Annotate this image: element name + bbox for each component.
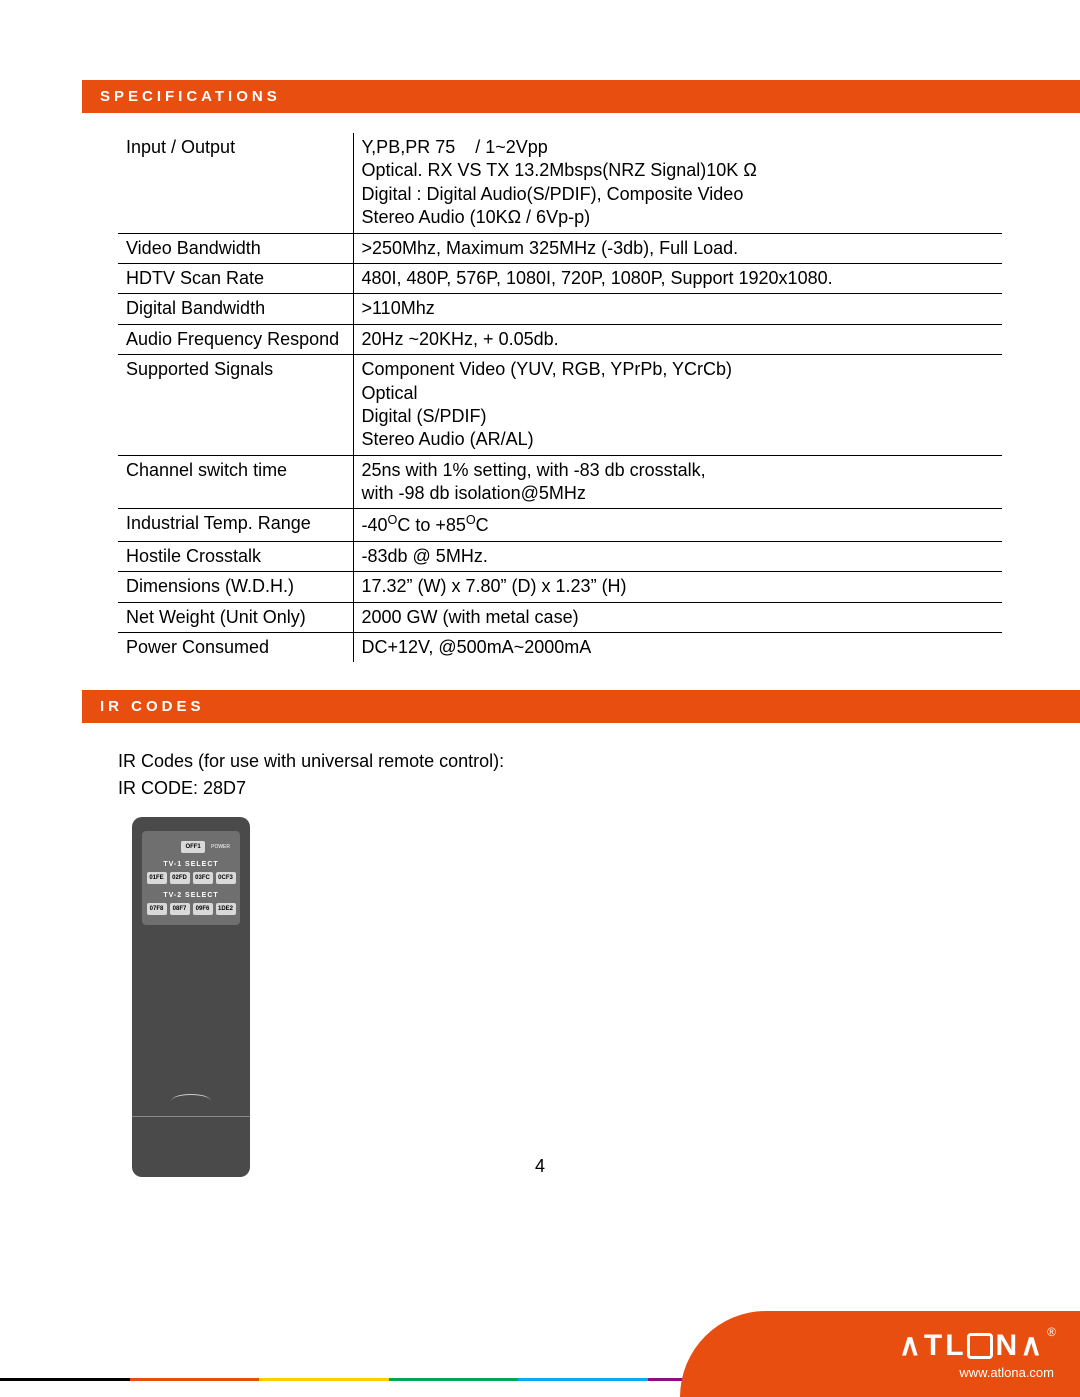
table-row: Net Weight (Unit Only)2000 GW (with meta… — [118, 602, 1002, 632]
remote-key: 0CF3 — [216, 872, 236, 884]
remote-key-off: OFF1 — [181, 841, 205, 853]
footer-brand-badge: ∧TL N∧ ® www.atlona.com — [680, 1311, 1080, 1397]
footer-color-segment — [0, 1378, 130, 1381]
remote-tv2-label: TV-2 SELECT — [146, 892, 236, 899]
spec-label: HDTV Scan Rate — [118, 263, 353, 293]
table-row: Supported SignalsComponent Video (YUV, R… — [118, 355, 1002, 456]
table-row: Digital Bandwidth>110Mhz — [118, 294, 1002, 324]
spec-label: Input / Output — [118, 133, 353, 233]
spec-value: 17.32” (W) x 7.80” (D) x 1.23” (H) — [353, 572, 1002, 602]
remote-tv1-label: TV-1 SELECT — [146, 861, 236, 868]
table-row: Video Bandwidth>250Mhz, Maximum 325MHz (… — [118, 233, 1002, 263]
footer-color-segment — [130, 1378, 260, 1381]
spec-value: >110Mhz — [353, 294, 1002, 324]
spec-label: Channel switch time — [118, 455, 353, 509]
spec-label: Digital Bandwidth — [118, 294, 353, 324]
remote-power-label: POWER — [211, 844, 230, 850]
table-row: Hostile Crosstalk-83db @ 5MHz. — [118, 541, 1002, 571]
spec-label: Industrial Temp. Range — [118, 509, 353, 541]
spec-label: Net Weight (Unit Only) — [118, 602, 353, 632]
spec-value: 2000 GW (with metal case) — [353, 602, 1002, 632]
spec-value: 480I, 480P, 576P, 1080I, 720P, 1080P, Su… — [353, 263, 1002, 293]
spec-value: -40OC to +85OC — [353, 509, 1002, 541]
section-header-ir-codes: IR CODES — [82, 690, 1080, 723]
table-row: Industrial Temp. Range-40OC to +85OC — [118, 509, 1002, 541]
spec-value: 20Hz ~20KHz, + 0.05db. — [353, 324, 1002, 354]
table-row: Input / OutputY,PB,PR 75 / 1~2VppOptical… — [118, 133, 1002, 233]
remote-key: 01FE — [147, 872, 167, 884]
table-row: Power ConsumedDC+12V, @500mA~2000mA — [118, 633, 1002, 663]
remote-key: 07F8 — [147, 903, 167, 915]
table-row: Audio Frequency Respond20Hz ~20KHz, + 0.… — [118, 324, 1002, 354]
spec-value: Y,PB,PR 75 / 1~2VppOptical. RX VS TX 13.… — [353, 133, 1002, 233]
remote-logo-icon — [171, 1094, 211, 1108]
remote-image: OFF1 POWER TV-1 SELECT 01FE02FD03FC0CF3 … — [132, 817, 250, 1177]
spec-value: Component Video (YUV, RGB, YPrPb, YCrCb)… — [353, 355, 1002, 456]
spec-label: Video Bandwidth — [118, 233, 353, 263]
remote-key: 08F7 — [170, 903, 190, 915]
spec-value: -83db @ 5MHz. — [353, 541, 1002, 571]
table-row: Channel switch time25ns with 1% setting,… — [118, 455, 1002, 509]
spec-value: >250Mhz, Maximum 325MHz (-3db), Full Loa… — [353, 233, 1002, 263]
table-row: Dimensions (W.D.H.)17.32” (W) x 7.80” (D… — [118, 572, 1002, 602]
spec-label: Audio Frequency Respond — [118, 324, 353, 354]
ir-code-text: IR CODE: 28D7 — [118, 778, 1002, 799]
page-footer: ∧TL N∧ ® www.atlona.com — [0, 1327, 1080, 1397]
remote-key: 09F6 — [193, 903, 213, 915]
spec-table-container: Input / OutputY,PB,PR 75 / 1~2VppOptical… — [0, 113, 1080, 672]
footer-color-segment — [518, 1378, 648, 1381]
spec-value: 25ns with 1% setting, with -83 db crosst… — [353, 455, 1002, 509]
spec-label: Dimensions (W.D.H.) — [118, 572, 353, 602]
footer-color-segment — [259, 1378, 389, 1381]
table-row: HDTV Scan Rate480I, 480P, 576P, 1080I, 7… — [118, 263, 1002, 293]
footer-color-segment — [389, 1378, 519, 1381]
section-header-specifications: SPECIFICATIONS — [82, 80, 1080, 113]
remote-key: 1DE2 — [216, 903, 236, 915]
spec-label: Hostile Crosstalk — [118, 541, 353, 571]
spec-label: Power Consumed — [118, 633, 353, 663]
spec-label: Supported Signals — [118, 355, 353, 456]
atlona-logo: ∧TL N∧ ® — [899, 1328, 1054, 1363]
remote-key: 02FD — [170, 872, 190, 884]
page-number: 4 — [0, 1156, 1080, 1177]
ir-intro-text: IR Codes (for use with universal remote … — [118, 751, 1002, 772]
spec-value: DC+12V, @500mA~2000mA — [353, 633, 1002, 663]
spec-table: Input / OutputY,PB,PR 75 / 1~2VppOptical… — [118, 133, 1002, 662]
footer-url: www.atlona.com — [959, 1365, 1054, 1380]
remote-key: 03FC — [193, 872, 213, 884]
registered-mark: ® — [1047, 1325, 1056, 1339]
